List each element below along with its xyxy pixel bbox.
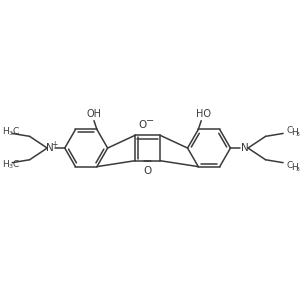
Text: OH: OH bbox=[86, 109, 101, 119]
Text: −: − bbox=[146, 116, 154, 126]
Text: 3: 3 bbox=[8, 164, 12, 169]
Text: +: + bbox=[51, 140, 57, 149]
Text: H: H bbox=[291, 163, 298, 172]
Text: O: O bbox=[143, 167, 152, 176]
Text: H: H bbox=[2, 127, 9, 136]
Text: H: H bbox=[2, 160, 9, 169]
Text: N: N bbox=[46, 143, 54, 153]
Text: H: H bbox=[291, 128, 298, 137]
Text: HO: HO bbox=[196, 109, 211, 119]
Text: C: C bbox=[286, 161, 292, 170]
Text: C: C bbox=[286, 126, 292, 135]
Text: 3: 3 bbox=[296, 132, 300, 137]
Text: N: N bbox=[241, 143, 249, 153]
Text: 3: 3 bbox=[8, 131, 12, 136]
Text: C: C bbox=[12, 160, 18, 169]
Text: 3: 3 bbox=[296, 167, 300, 172]
Text: O: O bbox=[139, 120, 147, 130]
Text: C: C bbox=[12, 127, 18, 136]
